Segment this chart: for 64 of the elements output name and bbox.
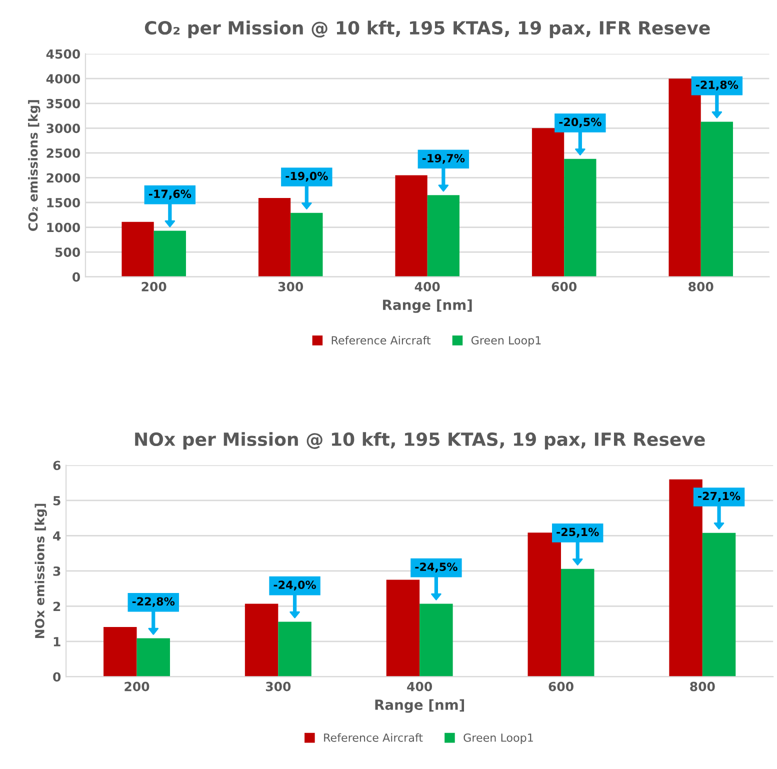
y-tick-label: 0 — [72, 272, 80, 282]
y-tick-label: 1500 — [47, 198, 80, 208]
y-tick-label: 4500 — [46, 49, 80, 59]
x-tick-label: 400 — [407, 682, 432, 692]
y-tick-label: 1 — [54, 637, 60, 646]
x-tick-label: 300 — [266, 682, 291, 692]
chart-title: NOx per Mission @ 10 kft, 195 KTAS, 19 pax, IFR Reseve — [135, 432, 705, 450]
y-tick-label: 500 — [55, 248, 80, 257]
y-tick-label: 3500 — [46, 98, 80, 108]
bar — [702, 532, 736, 677]
x-axis-title: Range [nm] — [383, 299, 472, 313]
x-tick-label: 200 — [142, 282, 166, 292]
bar — [122, 222, 154, 277]
annotation: -19,7% — [422, 154, 465, 164]
bar — [154, 230, 186, 277]
chart-title: CO₂ per Mission @ 10 kft, 195 KTAS, 19 pax, IFR Reseve — [144, 20, 710, 38]
bar — [560, 568, 594, 677]
annotation: -21,8% — [696, 80, 738, 90]
x-tick-label: 400 — [414, 282, 440, 292]
x-axis-title: Range [nm] — [375, 699, 464, 713]
y-tick-label: 4000 — [46, 74, 80, 84]
y-axis-title: NOx emissions [kg] — [34, 504, 47, 638]
annotation: -22,8% — [132, 597, 175, 608]
bar — [290, 212, 323, 277]
y-tick-label: 2 — [53, 602, 60, 611]
bar — [258, 198, 291, 277]
bar — [532, 128, 564, 277]
bar — [104, 627, 137, 677]
annotation: -27,1% — [698, 492, 740, 502]
x-tick-label: 300 — [278, 282, 304, 292]
annotation: -19,0% — [286, 172, 328, 182]
bar — [427, 195, 460, 277]
y-tick-label: 5 — [53, 496, 60, 506]
y-tick-label: 2500 — [46, 148, 80, 158]
y-tick-label: 0 — [53, 672, 61, 682]
x-tick-label: 600 — [548, 682, 574, 692]
annotation: -17,6% — [148, 190, 192, 200]
bar — [420, 604, 453, 677]
bar — [136, 638, 170, 677]
annotation: -24,0% — [274, 580, 316, 590]
y-axis-title: CO₂ emissions [kg] — [28, 100, 40, 231]
bar — [700, 122, 733, 277]
bar — [244, 604, 278, 677]
x-tick-label: 800 — [690, 682, 715, 692]
y-tick-label: 4 — [53, 531, 61, 540]
legend-label: Reference Aircraft — [332, 336, 431, 345]
annotation: -20,5% — [559, 118, 602, 128]
bar — [564, 158, 596, 277]
annotation: -25,1% — [556, 528, 599, 538]
x-tick-label: 800 — [688, 282, 714, 292]
bar — [395, 175, 428, 277]
x-tick-label: 600 — [552, 282, 577, 292]
x-tick-label: 200 — [124, 682, 150, 692]
y-tick-label: 6 — [53, 460, 61, 470]
bar — [278, 622, 312, 677]
y-tick-label: 3 — [53, 566, 60, 576]
legend-label: Green Loop1 — [471, 336, 541, 347]
legend-label: Green Loop1 — [464, 733, 533, 744]
y-tick-label: 3000 — [46, 124, 80, 134]
y-tick-label: 2000 — [46, 173, 80, 183]
annotation: -24,5% — [415, 562, 458, 572]
bar — [386, 580, 420, 677]
legend-label: Reference Aircraft — [324, 733, 423, 742]
y-tick-label: 1000 — [47, 222, 80, 232]
